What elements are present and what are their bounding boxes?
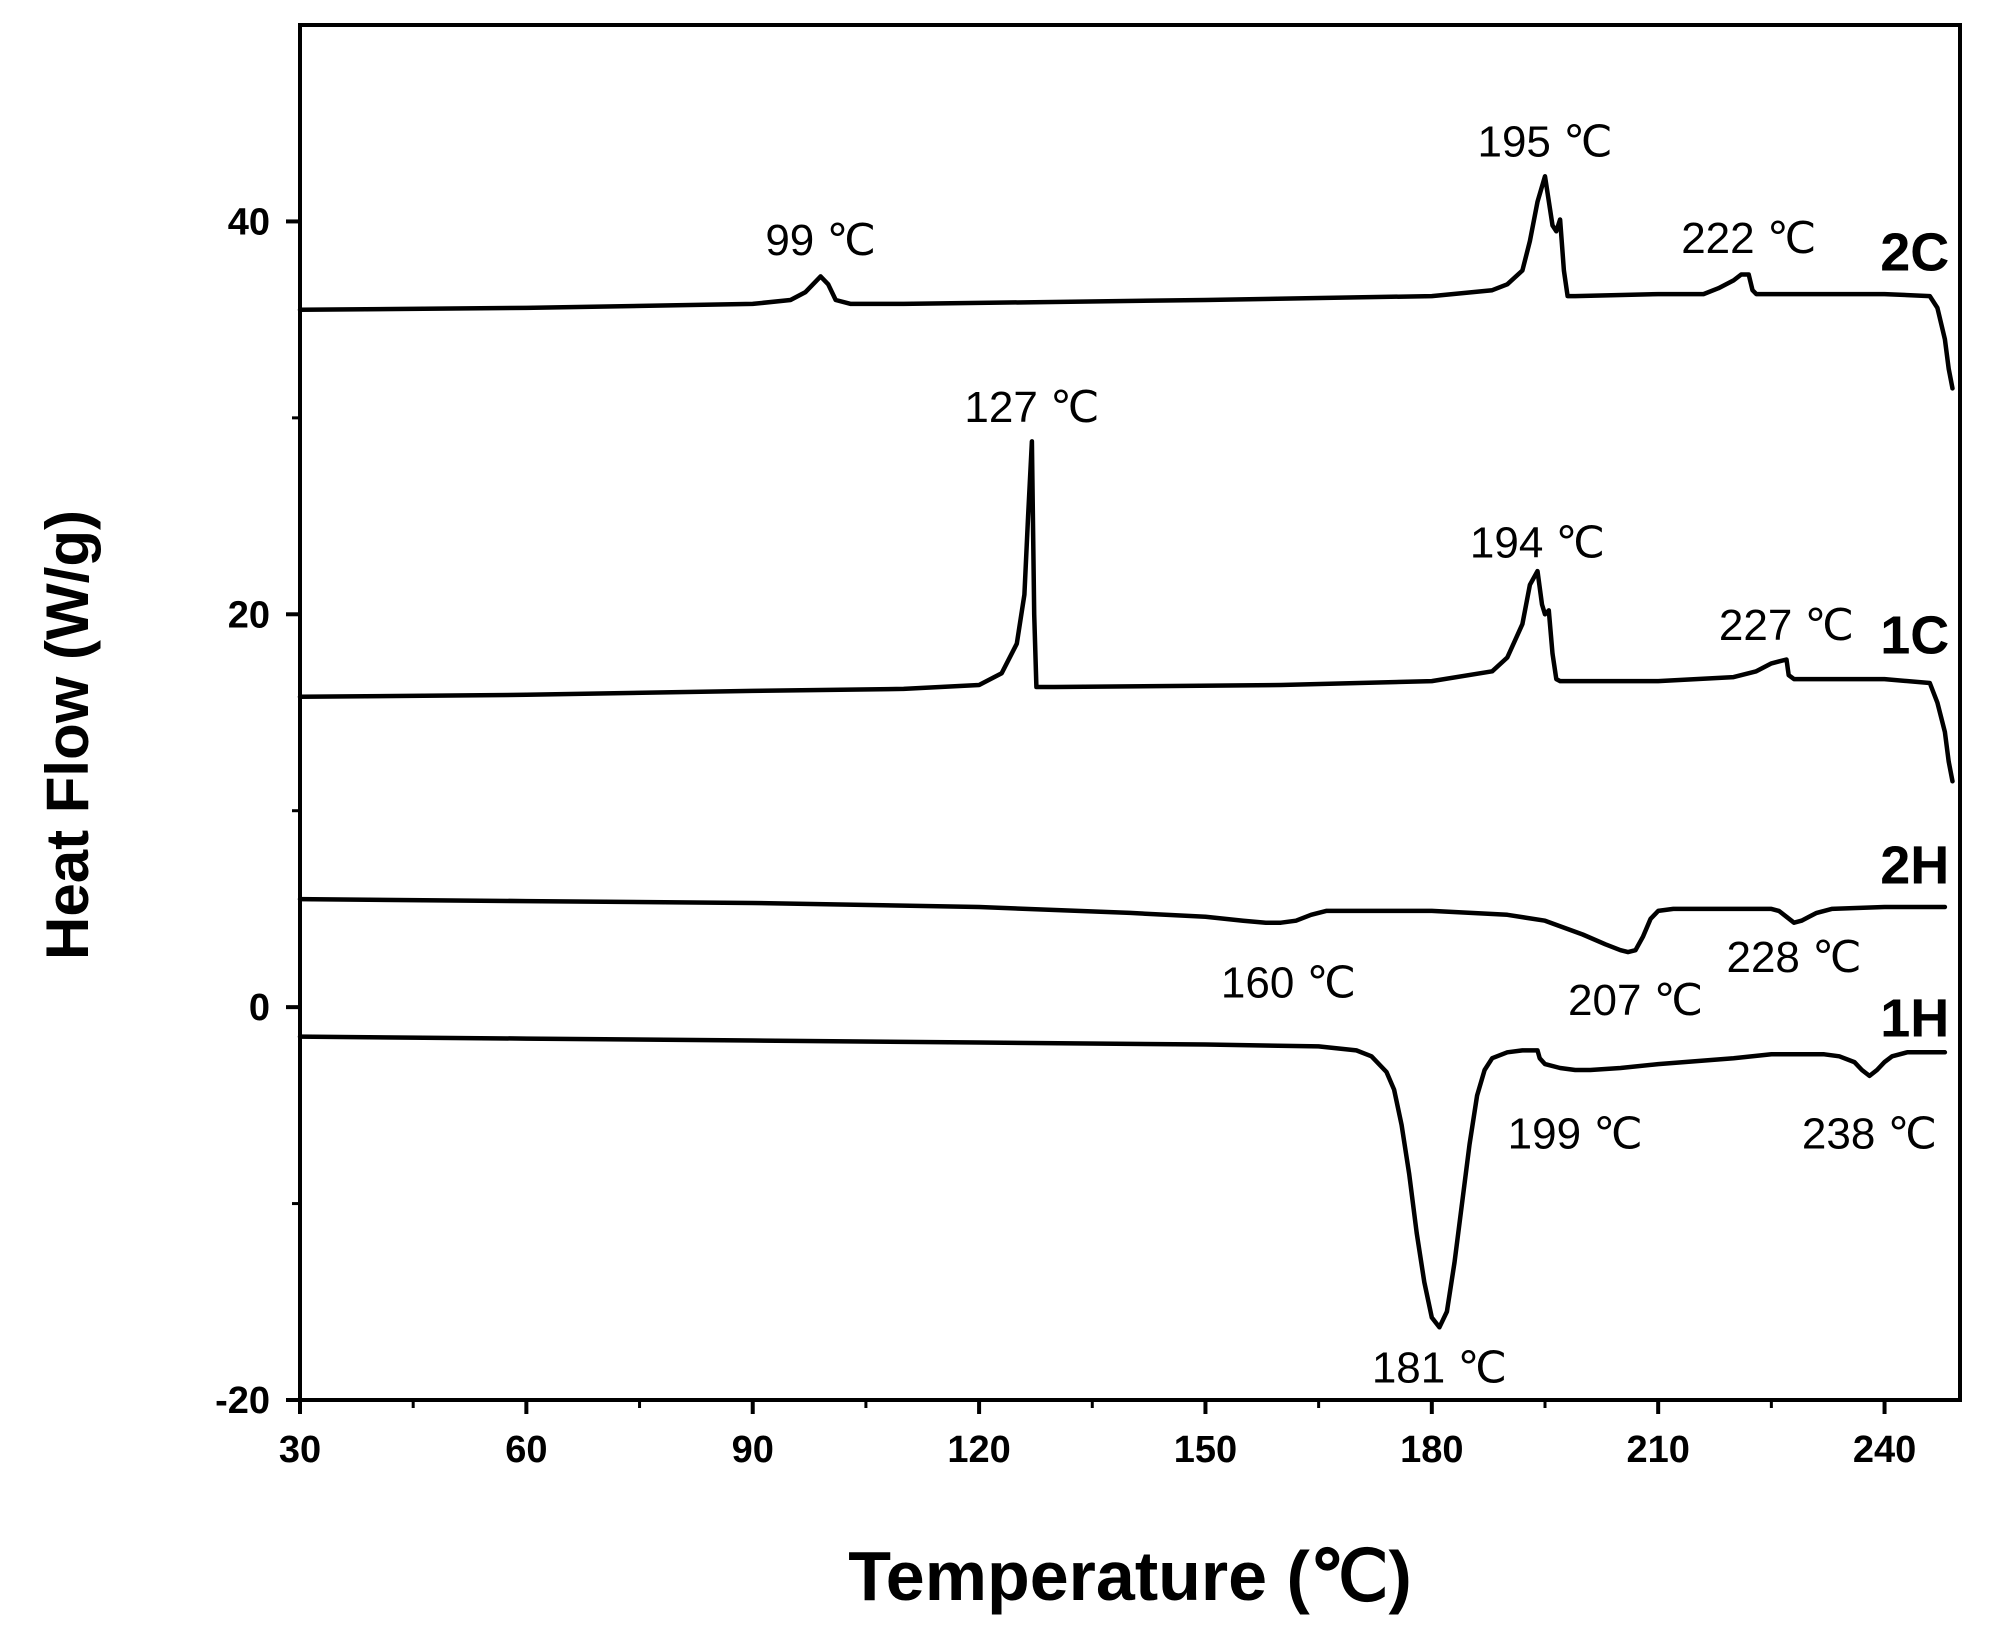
x-tick-label: 150 [1174, 1429, 1237, 1471]
x-tick-label: 210 [1626, 1429, 1689, 1471]
peak-annotation: 199 ℃ [1508, 1110, 1643, 1159]
peak-annotations: 99 ℃ 195 ℃ 222 ℃ 127 ℃ 194 ℃ 227 ℃ 160 ℃ 207 ℃ 2… [765, 118, 1937, 1393]
series-label-2h: 2H [1880, 835, 1949, 895]
x-tick-label: 30 [279, 1429, 321, 1471]
y-tick-label: -20 [215, 1380, 270, 1422]
x-tick-label: 240 [1853, 1429, 1916, 1471]
peak-annotation: 160 ℃ [1221, 958, 1356, 1007]
tick-labels: 30 60 90 120 150 180 210 240 -20 0 20 40 [215, 201, 1916, 1471]
y-axis-title: Heat Flow (W/g) [34, 510, 101, 960]
series-label-2c: 2C [1880, 223, 1949, 283]
y-tick-label: 40 [228, 201, 270, 243]
y-tick-label: 20 [228, 594, 270, 636]
peak-annotation: 228 ℃ [1726, 933, 1861, 982]
series-line-1h [297, 1034, 1948, 1330]
series-labels: 2C 1C 2H 1H [1880, 223, 1949, 1049]
series-label-1h: 1H [1880, 989, 1949, 1049]
x-axis-title: Temperature (℃) [848, 1537, 1412, 1615]
peak-annotation: 238 ℃ [1802, 1110, 1937, 1159]
series-label-1c: 1C [1880, 606, 1949, 666]
series-line-2h [297, 896, 1948, 955]
plot-frame [298, 23, 1962, 1402]
x-tick-label: 90 [732, 1429, 774, 1471]
series-lines [297, 174, 1955, 1330]
y-tick-label: 0 [249, 987, 270, 1029]
series-line-1c [297, 439, 1955, 784]
peak-annotation: 207 ℃ [1568, 976, 1703, 1025]
axis-ticks [286, 219, 1887, 1414]
x-tick-label: 180 [1400, 1429, 1463, 1471]
peak-annotation: 227 ℃ [1719, 601, 1854, 650]
series-line-2c [297, 174, 1955, 391]
peak-annotation: 195 ℃ [1477, 118, 1612, 167]
peak-annotation: 181 ℃ [1372, 1343, 1507, 1392]
x-tick-label: 60 [505, 1429, 547, 1471]
x-tick-label: 120 [947, 1429, 1010, 1471]
peak-annotation: 99 ℃ [765, 216, 876, 265]
peak-annotation: 194 ℃ [1470, 518, 1605, 567]
peak-annotation: 127 ℃ [964, 383, 1099, 432]
peak-annotation: 222 ℃ [1681, 214, 1816, 263]
